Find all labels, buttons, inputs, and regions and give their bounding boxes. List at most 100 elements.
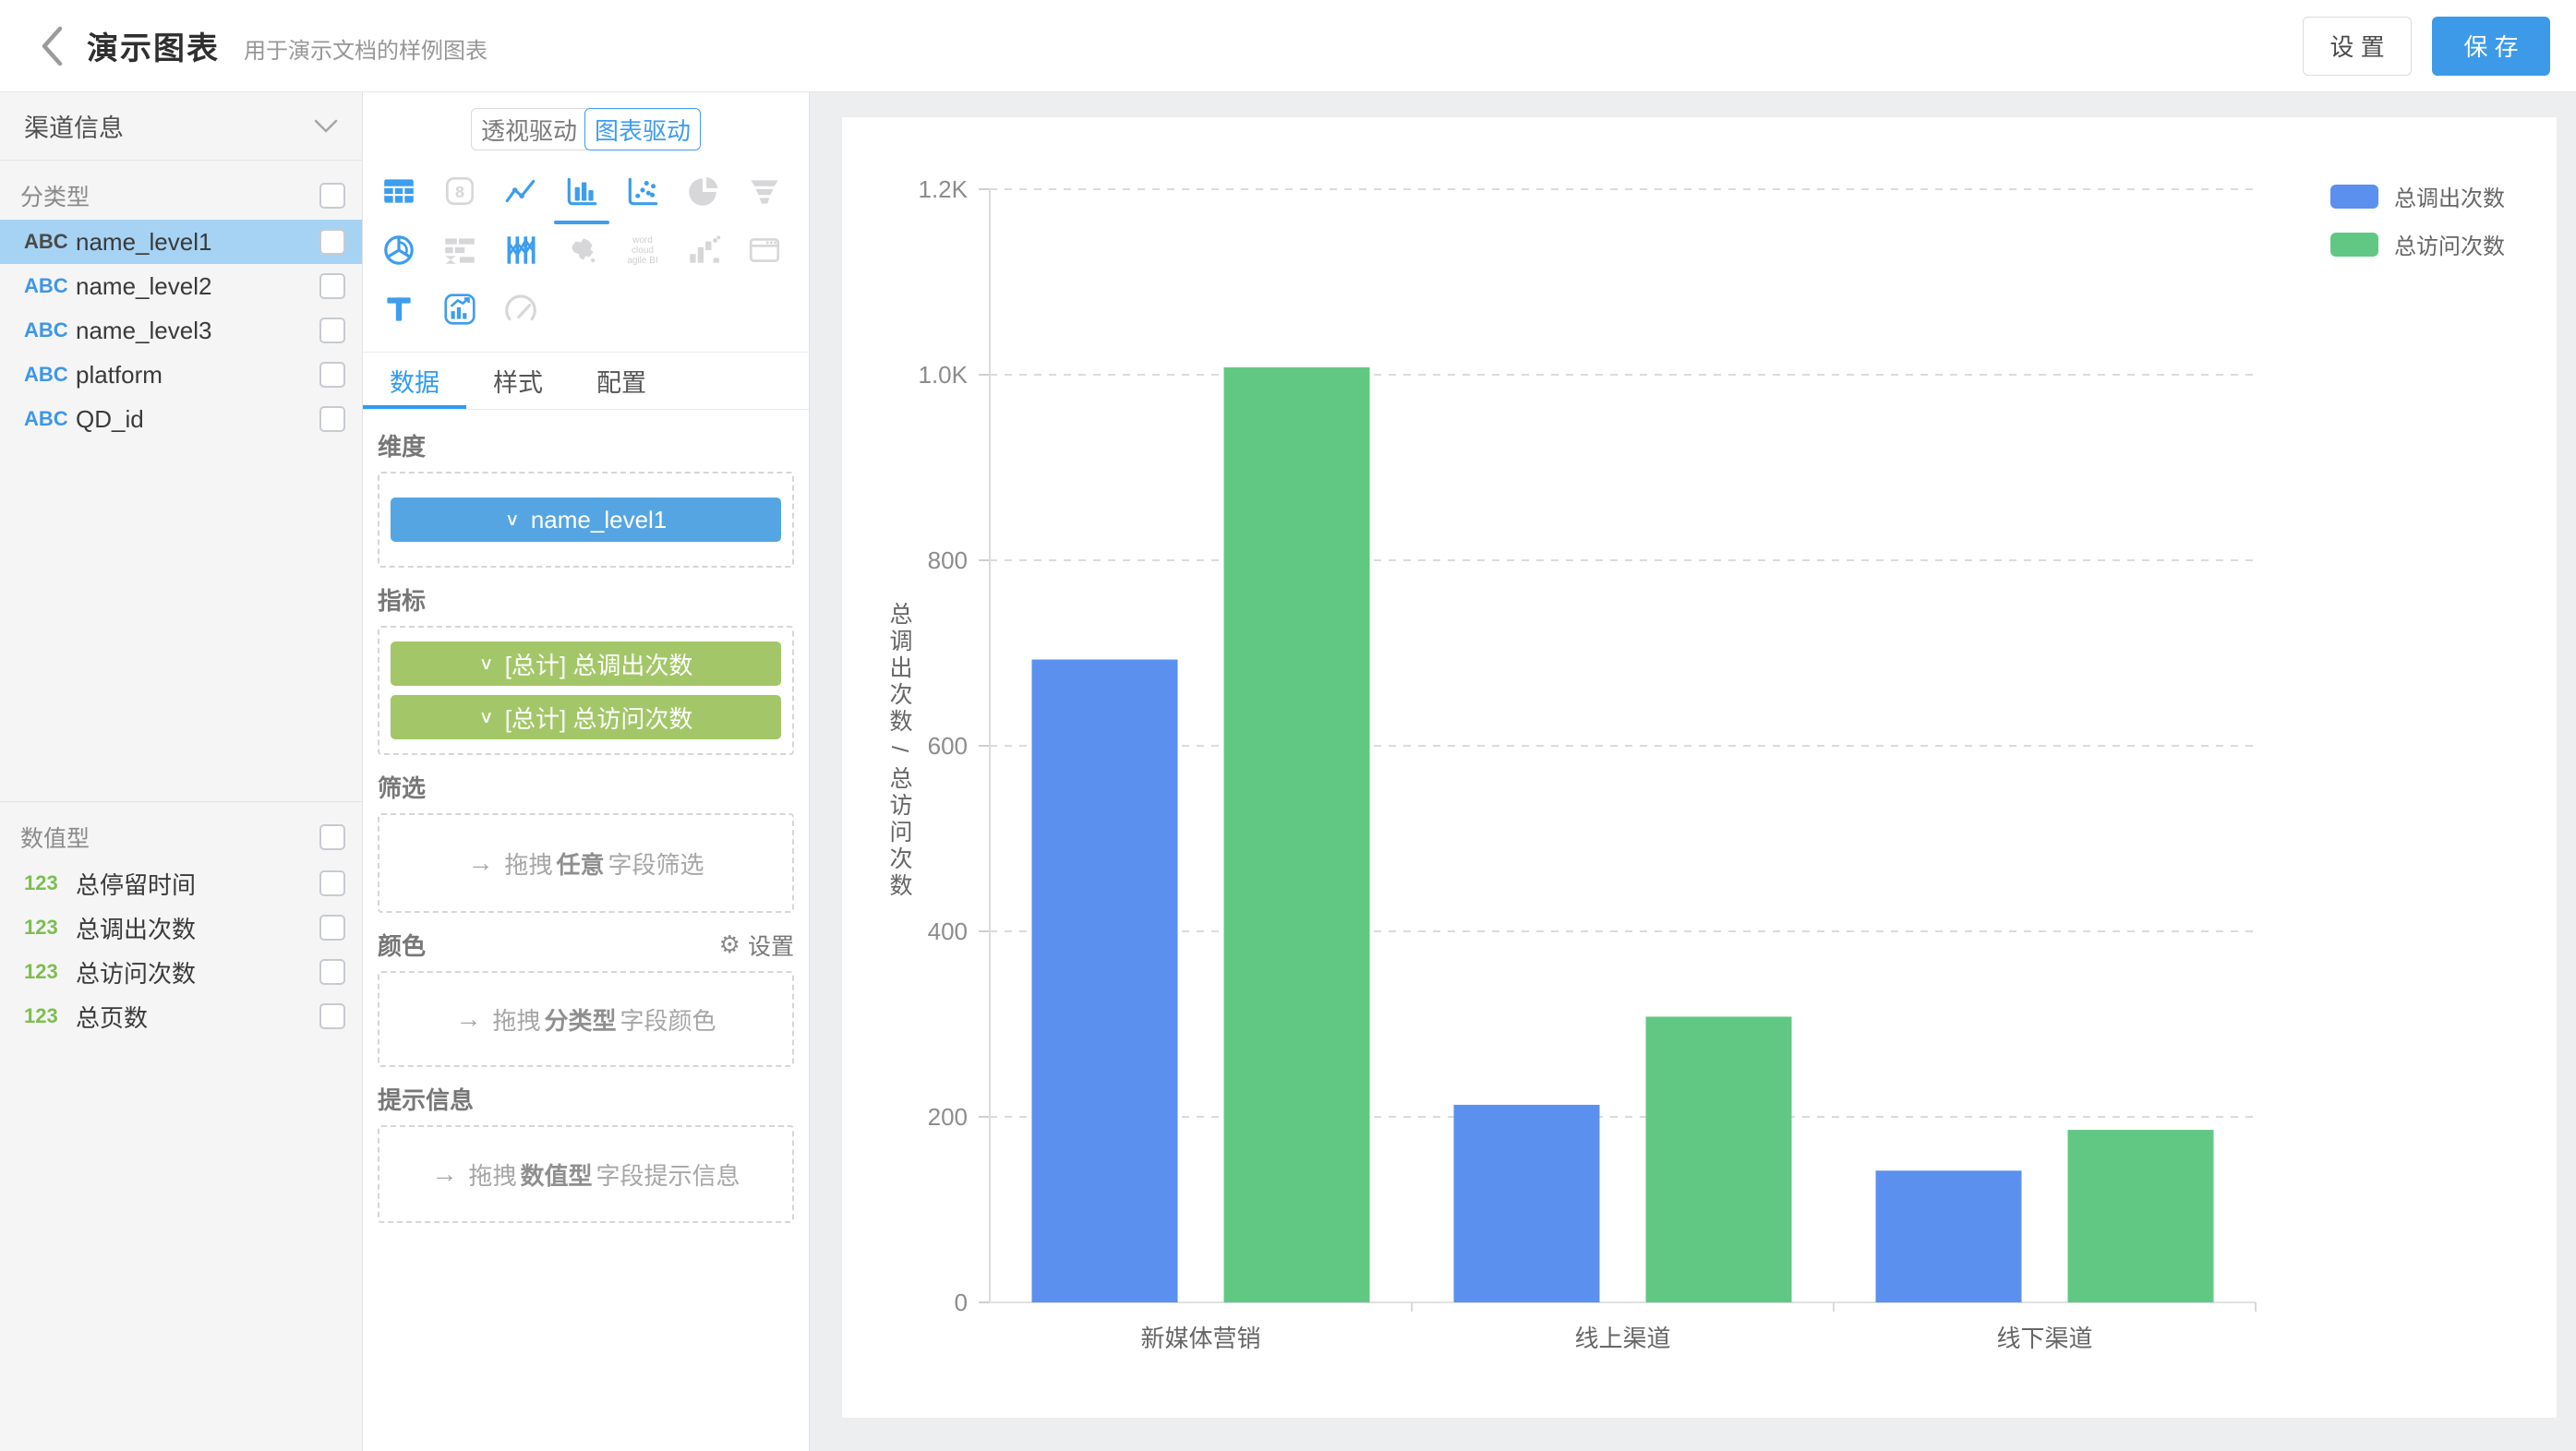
dataset-name: 渠道信息 xyxy=(24,114,124,142)
parallel-coordinates-icon[interactable] xyxy=(490,221,551,280)
radar-chart-icon[interactable] xyxy=(368,221,429,280)
waterfall-chart-icon xyxy=(673,221,734,280)
field-row-总停留时间[interactable]: 123 总停留时间 xyxy=(0,861,362,905)
numeric-section-header: 数值型 xyxy=(0,813,362,861)
color-header: 颜色 ⚙ 设置 xyxy=(378,928,794,962)
field-type-prefix: 123 xyxy=(24,1004,58,1027)
drop-hint: → 拖拽 任意 字段筛选 xyxy=(467,848,704,879)
x-category-label: 线上渠道 xyxy=(1574,1325,1670,1352)
category-select-all-checkbox[interactable] xyxy=(319,183,345,209)
funnel-chart-icon xyxy=(734,162,795,221)
metrics-label: 指标 xyxy=(378,587,427,615)
field-row-总调出次数[interactable]: 123 总调出次数 xyxy=(0,905,362,950)
field-checkbox[interactable] xyxy=(319,406,345,432)
tooltip-label: 提示信息 xyxy=(378,1086,475,1114)
field-label: 总停留时间 xyxy=(76,870,197,899)
gear-icon: ⚙ xyxy=(718,930,740,958)
combo-chart-icon[interactable]: <16 y="17"/> xyxy=(429,280,490,339)
save-button[interactable]: 保 存 xyxy=(2432,16,2550,76)
table-icon[interactable] xyxy=(368,162,429,221)
field-row-总页数[interactable]: 123 总页数 xyxy=(0,994,362,1038)
bar-总调出次数-线下渠道[interactable] xyxy=(1875,1170,2022,1302)
category-field-list: ABC name_level1 ABC name_level2 ABC name_leve… xyxy=(0,220,362,441)
field-type-prefix: 123 xyxy=(24,871,58,894)
field-row-name_level2[interactable]: ABC name_level2 xyxy=(0,264,362,308)
field-checkbox[interactable] xyxy=(319,870,345,896)
gantt-chart-icon xyxy=(429,221,490,280)
y-axis-title: 总调出次数 / 总访问次数 xyxy=(886,602,912,900)
field-label: platform xyxy=(76,360,163,389)
bar-总访问次数-线上渠道[interactable] xyxy=(1645,1016,1792,1302)
metric-chip[interactable]: ∨ [总计] 总访问次数 xyxy=(391,695,781,739)
chip-label: name_level1 xyxy=(530,505,668,534)
legend-swatch xyxy=(2330,232,2378,257)
field-type-prefix: ABC xyxy=(24,363,68,386)
x-category-label: 新媒体营销 xyxy=(1140,1325,1260,1352)
field-label: name_level2 xyxy=(76,271,212,300)
drop-hint: → 拖拽 数值型 字段提示信息 xyxy=(431,1159,740,1190)
field-checkbox[interactable] xyxy=(319,273,345,299)
tab-数据[interactable]: 数据 xyxy=(363,353,466,409)
tooltip-dropzone[interactable]: → 拖拽 数值型 字段提示信息 xyxy=(378,1125,794,1223)
chart-mode-button[interactable]: 图表驱动 xyxy=(584,108,701,150)
color-settings-link[interactable]: ⚙ 设置 xyxy=(719,929,794,962)
field-label: name_level1 xyxy=(76,227,212,256)
filter-dropzone[interactable]: → 拖拽 任意 字段筛选 xyxy=(378,813,794,913)
y-tick-label: 0 xyxy=(955,1289,968,1316)
back-button[interactable] xyxy=(31,20,72,72)
color-dropzone[interactable]: → 拖拽 分类型 字段颜色 xyxy=(378,971,794,1067)
bar-chart: 0 200 400 600 800 1.0K 1.2K 新媒体营销 线上渠道 线下渠道 xyxy=(919,175,2257,1352)
chevron-down-icon: ∨ xyxy=(504,509,520,530)
iframe-window-icon xyxy=(734,221,795,280)
line-chart-icon[interactable] xyxy=(490,162,551,221)
chevron-down-icon xyxy=(314,119,338,133)
field-checkbox[interactable] xyxy=(319,318,345,343)
chip-label: [总计] 总调出次数 xyxy=(504,651,693,679)
metrics-dropzone[interactable]: ∨ [总计] 总调出次数 ∨ [总计] 总访问次数 xyxy=(378,626,794,755)
metrics-header: 指标 xyxy=(378,582,794,617)
dimension-chip[interactable]: ∨ name_level1 xyxy=(391,498,781,542)
bar-chart-icon[interactable] xyxy=(551,162,612,224)
builder-tabs: 数据 样式 配置 xyxy=(363,353,809,410)
numeric-section: 数值型 123 总停留时间 123 总调出次数 123 总访问次数 123 总页数 xyxy=(0,801,362,1038)
field-checkbox[interactable] xyxy=(319,229,345,255)
gauge-chart-icon xyxy=(490,280,551,339)
pivot-mode-button[interactable]: 透视驱动 xyxy=(471,108,587,150)
dimension-dropzone[interactable]: ∨ name_level1 xyxy=(378,472,794,568)
field-row-name_level3[interactable]: ABC name_level3 xyxy=(0,308,362,353)
metric-chip[interactable]: ∨ [总计] 总调出次数 xyxy=(391,642,781,686)
field-type-prefix: 123 xyxy=(24,960,58,983)
field-row-总访问次数[interactable]: 123 总访问次数 xyxy=(0,950,362,994)
field-checkbox[interactable] xyxy=(319,915,345,941)
field-checkbox[interactable] xyxy=(319,362,345,388)
legend-label: 总调出次数 xyxy=(2394,186,2505,211)
chart-canvas-area: 总调出次数 总访问次数 总调出次数 / 总访问次数 0 200 400 600 800 1.… xyxy=(810,92,2576,1451)
bar-总访问次数-线下渠道[interactable] xyxy=(2067,1130,2214,1302)
color-settings-label: 设置 xyxy=(747,933,794,960)
tab-配置[interactable]: 配置 xyxy=(596,369,646,397)
chip-label: [总计] 总访问次数 xyxy=(504,704,693,733)
scatter-plot-icon[interactable] xyxy=(612,162,673,221)
bar-总调出次数-线上渠道[interactable] xyxy=(1453,1104,1600,1302)
chevron-down-icon: ∨ xyxy=(478,706,494,727)
settings-button[interactable]: 设 置 xyxy=(2303,16,2412,76)
dimension-header: 维度 xyxy=(378,428,794,462)
bar-总访问次数-新媒体营销[interactable] xyxy=(1223,366,1370,1303)
bar-总调出次数-新媒体营销[interactable] xyxy=(1031,659,1178,1302)
field-checkbox[interactable] xyxy=(319,959,345,985)
dataset-selector[interactable]: 渠道信息 xyxy=(0,92,362,161)
text-label-icon[interactable] xyxy=(368,280,429,339)
legend-item-总调出次数[interactable]: 总调出次数 xyxy=(2330,180,2505,212)
builder-sections: 维度 ∨ name_level1 指标 ∨ [总计] 总调出次数 ∨ [总计] 总访问次… xyxy=(363,410,809,1223)
field-type-prefix: 123 xyxy=(24,916,58,939)
category-section-label: 分类型 xyxy=(20,185,90,210)
field-checkbox[interactable] xyxy=(319,1003,345,1029)
field-row-name_level1[interactable]: ABC name_level1 xyxy=(0,220,362,264)
tab-样式[interactable]: 样式 xyxy=(493,369,543,397)
field-row-QD_id[interactable]: ABC QD_id xyxy=(0,397,362,441)
field-row-platform[interactable]: ABC platform xyxy=(0,353,362,397)
numeric-select-all-checkbox[interactable] xyxy=(319,824,345,850)
dimension-label: 维度 xyxy=(378,433,427,461)
legend-item-总访问次数[interactable]: 总访问次数 xyxy=(2330,228,2505,260)
